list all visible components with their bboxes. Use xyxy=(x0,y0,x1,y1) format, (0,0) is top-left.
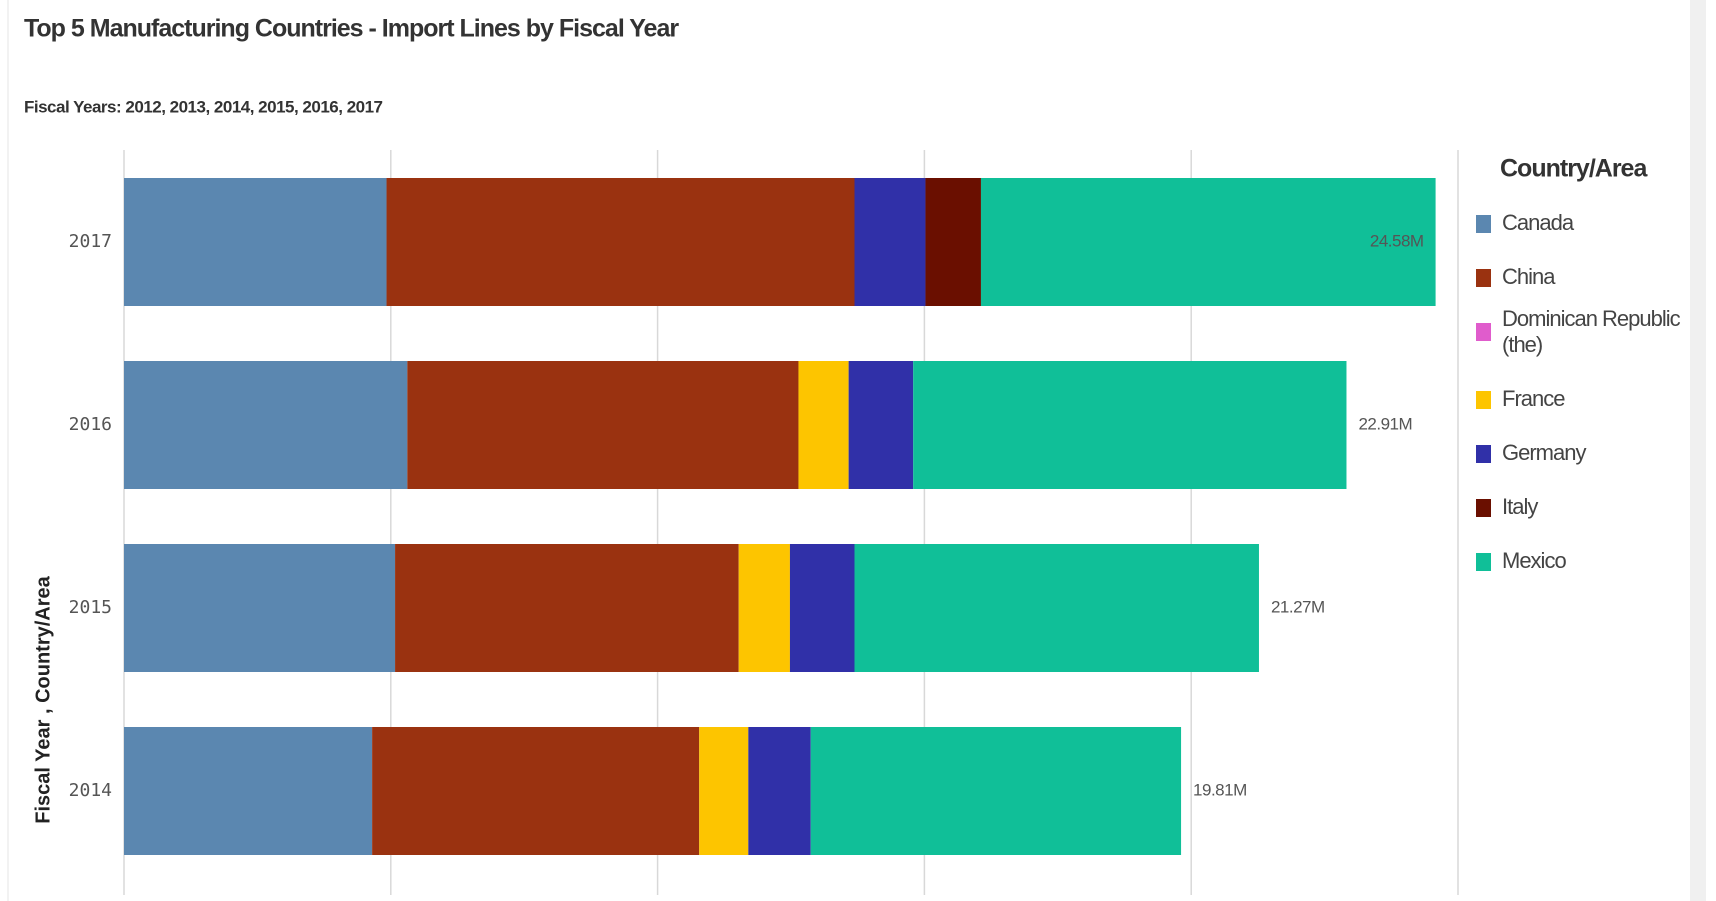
legend-swatch xyxy=(1476,323,1491,341)
bar-segment xyxy=(386,178,855,306)
legend-label: Canada xyxy=(1502,210,1575,235)
y-tick-label: 2014 xyxy=(69,780,112,801)
bar-segment xyxy=(810,727,1182,855)
bar-segment xyxy=(407,361,799,489)
bar-segment xyxy=(789,544,855,672)
legend-label: Germany xyxy=(1502,440,1586,465)
chart-subtitle: Fiscal Years: 2012, 2013, 2014, 2015, 20… xyxy=(24,97,383,116)
total-label: 22.91M xyxy=(1358,414,1412,433)
bar-segment xyxy=(798,361,849,489)
y-tick-label: 2016 xyxy=(69,414,112,435)
bar-segment xyxy=(372,727,700,855)
total-label: 21.27M xyxy=(1271,597,1325,616)
legend-line: (the) xyxy=(1502,332,1542,357)
total-label: 24.58M xyxy=(1370,231,1424,250)
bar-segment xyxy=(124,544,396,672)
legend-swatch xyxy=(1476,445,1491,463)
bar-segment xyxy=(124,727,373,855)
bar-segment xyxy=(124,361,408,489)
legend-label: Mexico xyxy=(1502,548,1566,573)
bar-segment xyxy=(854,178,926,306)
y-tick-label: 2015 xyxy=(69,597,112,618)
legend-label: Italy xyxy=(1502,494,1538,519)
bar-segment xyxy=(748,727,811,855)
bar-segment xyxy=(124,178,387,306)
bar-segment xyxy=(395,544,739,672)
bar-segment xyxy=(738,544,790,672)
bar-segment xyxy=(848,361,914,489)
bar-segment xyxy=(980,178,1436,306)
legend-swatch xyxy=(1476,499,1491,517)
total-label: 19.81M xyxy=(1193,780,1247,799)
legend-label: China xyxy=(1502,264,1556,289)
bar-segment xyxy=(925,178,981,306)
legend-line: Dominican Republic xyxy=(1502,306,1681,331)
legend-label: Dominican Republic (the) xyxy=(1502,306,1681,357)
bar-segment xyxy=(854,544,1259,672)
bar-segment xyxy=(699,727,749,855)
legend-swatch xyxy=(1476,269,1491,287)
bar-segment xyxy=(913,361,1347,489)
legend-swatch xyxy=(1476,215,1491,233)
legend-swatch xyxy=(1476,391,1491,409)
legend-label: France xyxy=(1502,386,1565,411)
y-axis-label: Fiscal Year , Country/Area xyxy=(32,575,54,823)
y-tick-label: 2017 xyxy=(69,231,112,252)
legend-swatch xyxy=(1476,553,1491,571)
legend-title: Country/Area xyxy=(1500,155,1648,183)
chart-title: Top 5 Manufacturing Countries - Import L… xyxy=(24,15,679,43)
scrollbar xyxy=(1690,0,1706,901)
